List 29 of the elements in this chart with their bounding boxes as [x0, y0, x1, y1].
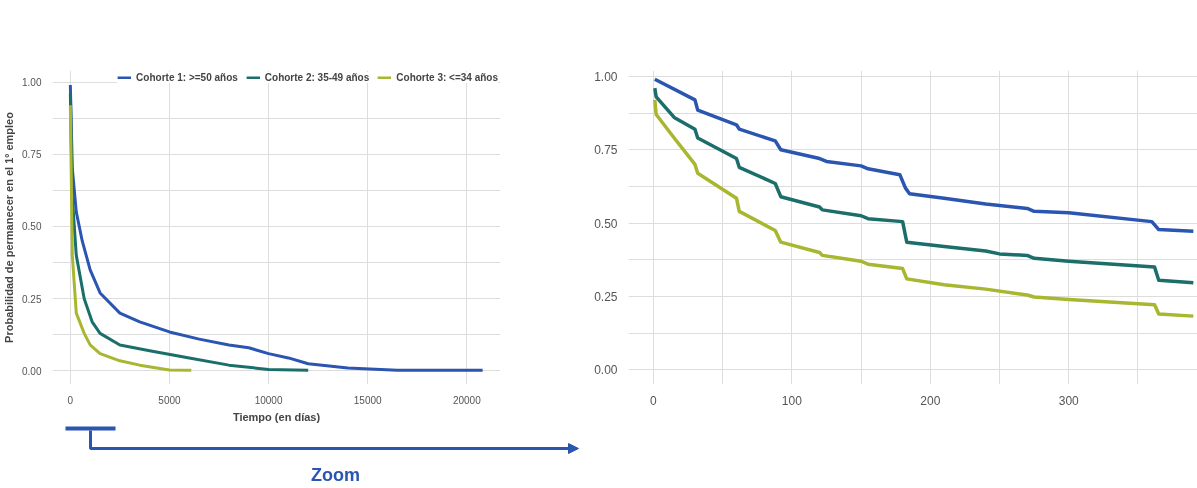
- line-series: [653, 86, 1196, 285]
- x-tick-label: 200: [920, 393, 941, 408]
- x-tick-label: 100: [781, 393, 803, 408]
- x-tick-label: 20000: [452, 394, 482, 406]
- x-tick-label: 300: [1058, 393, 1080, 408]
- y-tick-label: 0.75: [594, 143, 618, 158]
- x-tick-label: 10000: [254, 394, 283, 406]
- y-tick-label: 1.00: [594, 69, 618, 84]
- y-tick-label: 0.25: [22, 293, 42, 305]
- line-series: [653, 98, 1196, 318]
- line-series: [653, 77, 1196, 234]
- x-tick-label: 0: [67, 394, 74, 406]
- y-tick-label: 0.50: [22, 221, 42, 233]
- y-tick-label: 1.00: [22, 77, 42, 89]
- line-series: [68, 103, 193, 372]
- y-tick-label: 0.25: [594, 289, 618, 304]
- x-tick-label: 15000: [353, 394, 383, 406]
- x-axis-title: Tiempo (en días): [232, 410, 321, 423]
- legend-label: Cohorte 1: >=50 años: [136, 72, 238, 83]
- legend-label: Cohorte 2: 35-49 años: [264, 72, 370, 83]
- legend-label: Cohorte 3: <=34 años: [396, 72, 498, 83]
- y-axis-title: Probabilidad de permanecer en el 1º empleo: [3, 111, 16, 343]
- x-tick-label: 5000: [158, 394, 182, 406]
- text: Zoom: [311, 464, 360, 485]
- y-tick-label: 0.75: [22, 149, 42, 161]
- y-tick-label: 0.50: [594, 216, 618, 231]
- x-tick-label: 0: [650, 393, 658, 408]
- y-tick-label: 0.00: [594, 363, 618, 378]
- y-tick-label: 0.00: [22, 365, 42, 377]
